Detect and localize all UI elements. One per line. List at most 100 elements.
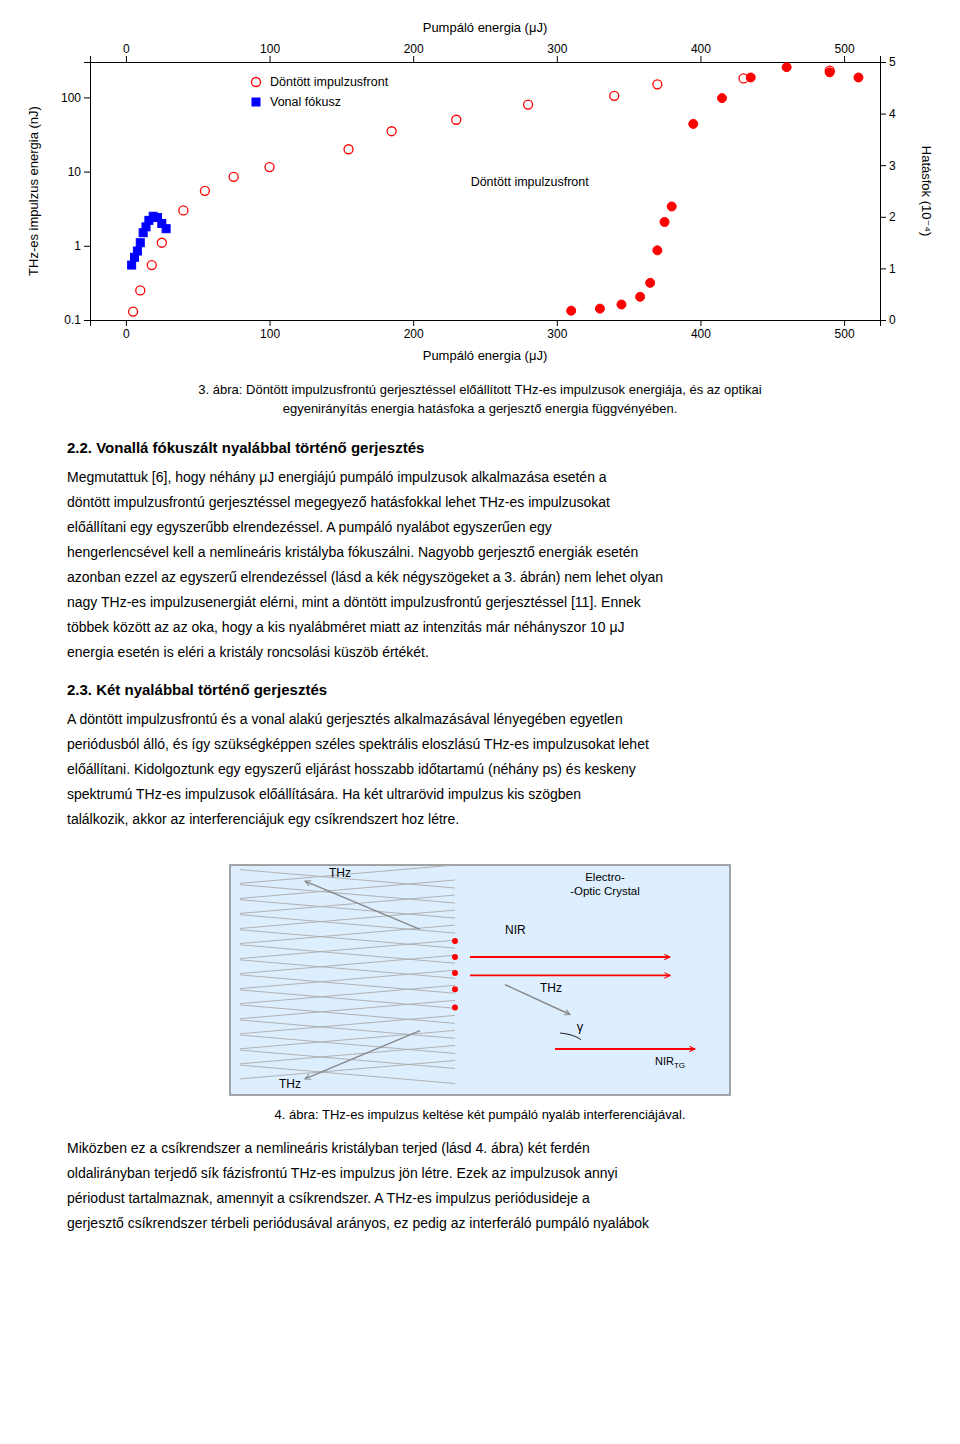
diagram-label: THz — [279, 1077, 301, 1091]
diagram: NIRTHzTHzElectro--Optic CrystalTHzNIRTGγ — [230, 865, 730, 1095]
focus-dot — [452, 970, 458, 976]
diagram-border — [230, 865, 730, 1095]
tick: 0 — [123, 320, 130, 341]
point — [133, 247, 141, 255]
page: 010020030040050001002003004005000.111010… — [0, 0, 960, 1444]
grating-line — [240, 985, 455, 1003]
focus-dot — [452, 938, 458, 944]
tick-mark — [413, 320, 414, 326]
tick: 200 — [404, 42, 424, 62]
body-text: spektrumú THz-es impulzusok előállításár… — [67, 786, 581, 802]
arrow — [470, 956, 670, 958]
tick-label: 1 — [889, 262, 896, 276]
axis-line — [91, 321, 881, 327]
tick-label: 0.1 — [64, 313, 81, 327]
point — [567, 306, 576, 315]
tick-label: 5 — [889, 55, 896, 69]
chart: 010020030040050001002003004005000.111010… — [26, 20, 934, 363]
tick: 0 — [880, 313, 896, 327]
y-axis-title: THz-es impulzus energia (nJ) — [26, 106, 41, 276]
point — [524, 100, 533, 109]
body-text: periódusból álló, és így szükségképpen s… — [67, 736, 649, 752]
caption: 4. ábra: THz-es impulzus keltése két pum… — [275, 1107, 686, 1122]
tick: 4 — [880, 107, 896, 121]
legend-label: Vonal fókusz — [270, 95, 341, 109]
arrow — [555, 1048, 695, 1050]
caption: 3. ábra: Döntött impulzusfrontú gerjeszt… — [198, 382, 761, 397]
point — [825, 68, 834, 77]
grating-line — [240, 990, 455, 1008]
tick-label: 500 — [835, 42, 855, 56]
point — [660, 217, 669, 226]
point — [636, 292, 645, 301]
tick: 10 — [68, 165, 90, 179]
axis-line — [91, 56, 881, 63]
grating-line — [240, 1000, 455, 1018]
tick-mark — [126, 320, 127, 326]
document: 3. ábra: Döntött impulzusfrontú gerjeszt… — [67, 382, 762, 1232]
focus-dot — [452, 954, 458, 960]
grating-line — [240, 895, 455, 913]
point — [746, 73, 755, 82]
point — [387, 127, 396, 136]
body-text: Miközben ez a csíkrendszer a nemlineáris… — [67, 1140, 590, 1156]
tick: 100 — [61, 91, 90, 105]
x2-axis: 0100200300400500 — [91, 42, 881, 63]
tick-mark — [557, 320, 558, 326]
body-text: előállítani egy egyszerűbb elrendezéssel… — [67, 519, 552, 535]
body-text: azonban ezzel az egyszerű elrendezéssel … — [67, 569, 663, 585]
tick-label: 400 — [691, 42, 711, 56]
diagram-label-group: NIRTG — [655, 1055, 685, 1070]
tick-mark — [84, 172, 90, 173]
grating-line — [240, 900, 455, 918]
tick-label: 300 — [547, 42, 567, 56]
focus-dot — [452, 986, 458, 992]
tick-label: 400 — [691, 327, 711, 341]
grating-line — [240, 910, 455, 928]
grating-line — [240, 940, 455, 958]
y2-axis-title: Hatásfok (10⁻⁴) — [919, 146, 934, 236]
grating-line — [240, 1035, 455, 1053]
diagram-label: NIR — [505, 923, 526, 937]
body-text: nagy THz-es impulzusenergiát elérni, min… — [67, 594, 642, 610]
angle-arc — [560, 1033, 581, 1040]
point — [229, 172, 238, 181]
axis-line — [881, 63, 887, 321]
body-text: találkozik, akkor az interferenciájuk eg… — [67, 811, 459, 827]
tick: 1 — [74, 239, 90, 253]
tick: 1 — [880, 262, 896, 276]
tick-label: 0 — [889, 313, 896, 327]
tick-mark — [880, 268, 886, 269]
x2-axis-title: Pumpáló energia (μJ) — [423, 20, 548, 35]
series — [129, 66, 835, 316]
tick-label: 300 — [547, 327, 567, 341]
tick-label: 10 — [68, 165, 82, 179]
diagram-label: γ — [577, 1019, 584, 1034]
tick-mark — [413, 56, 414, 62]
point — [718, 94, 727, 103]
point — [200, 186, 209, 195]
grating-line — [240, 1065, 455, 1083]
point — [646, 278, 655, 287]
x-axis: 0100200300400500 — [91, 320, 881, 341]
tick-label: 200 — [404, 42, 424, 56]
body-text: oldalirányban terjedő sík fázisfrontú TH… — [67, 1165, 618, 1181]
tick: 200 — [404, 320, 424, 341]
x-axis-title: Pumpáló energia (μJ) — [423, 348, 548, 363]
tick-mark — [880, 114, 886, 115]
grating-line — [240, 1015, 455, 1033]
tick: 500 — [835, 320, 855, 341]
tick: 3 — [880, 159, 896, 173]
y-axis: 0.1 1 10 100 — [61, 63, 91, 328]
point — [136, 286, 145, 295]
diagram-label: THz — [329, 866, 351, 880]
tick: 400 — [691, 42, 711, 62]
tick-label: 4 — [889, 107, 896, 121]
tick-mark — [844, 56, 845, 62]
tick-mark — [700, 56, 701, 62]
tick: 0.1 — [64, 313, 90, 327]
tick-label: 100 — [61, 91, 81, 105]
tick-label: 1 — [74, 239, 81, 253]
grating-line — [240, 955, 455, 973]
diagram-label: NIR — [655, 1055, 674, 1067]
